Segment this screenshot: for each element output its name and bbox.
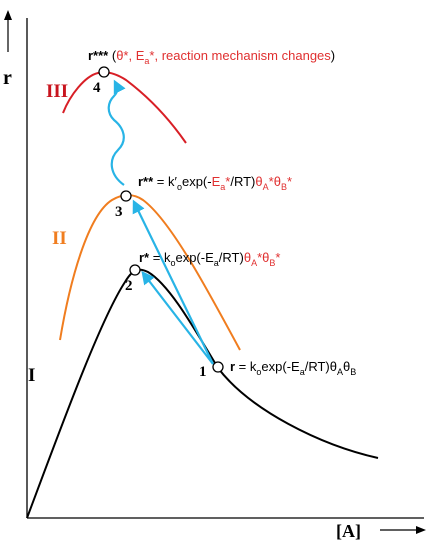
x-axis-label: [A] — [336, 521, 361, 541]
curve-I-label: I — [28, 365, 35, 386]
point-1 — [212, 361, 224, 373]
arrow-1-to-3 — [132, 199, 214, 365]
point-4 — [98, 66, 110, 78]
curve-III — [62, 71, 187, 144]
equation-2: r* = koexp(-Ea/RT)θA*θB* — [139, 250, 280, 268]
arrow-1-to-2 — [141, 270, 214, 365]
curve-III-label: III — [46, 81, 68, 102]
curve-I — [26, 268, 379, 519]
point-3 — [120, 190, 132, 202]
equation-1: r = koexp(-Ea/RT)θAθB — [230, 359, 356, 377]
curve-II-label: II — [52, 228, 67, 249]
point-3-number: 3 — [115, 204, 123, 220]
point-1-number: 1 — [199, 364, 207, 380]
equation-4: r*** (θ*, Ea*, reaction mechanism change… — [88, 48, 335, 66]
point-4-number: 4 — [93, 80, 101, 96]
y-axis-arrow-head — [4, 10, 12, 20]
equation-3: r** = k′oexp(-Ea*/RT)θA*θB* — [138, 174, 292, 192]
point-2 — [129, 264, 141, 276]
point-2-number: 2 — [125, 278, 133, 294]
y-axis-label: r — [3, 67, 12, 89]
x-axis-arrow-head — [416, 526, 426, 534]
arrow-3-to-4 — [107, 79, 126, 186]
